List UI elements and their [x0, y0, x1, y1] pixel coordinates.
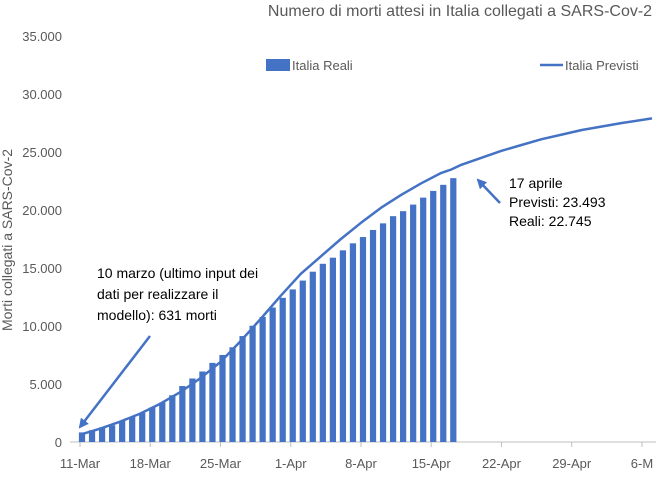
annotation-10-marzo-line-1: 10 marzo (ultimo input dei [97, 265, 258, 281]
y-tick-label: 25.000 [22, 145, 62, 160]
bar [269, 307, 276, 442]
y-axis-ticks: 0 5.000 10.000 15.000 20.000 25.000 30.000 35.0… [22, 29, 62, 450]
bar [239, 336, 246, 442]
x-axis-ticks: 11-Mar 18-Mar 25-Mar 1-Apr 8-Apr 15-Apr 22-Apr… [60, 442, 653, 471]
bar [410, 204, 417, 442]
y-tick-label: 5.000 [29, 377, 62, 392]
bar [129, 416, 136, 442]
x-tick-label: 6-M [631, 456, 653, 471]
bar [149, 407, 156, 442]
annotation-arrow-10-marzo [78, 335, 151, 429]
annotation-10-marzo: 10 marzo (ultimo input dei dati per real… [97, 265, 262, 323]
legend-swatch-bars [266, 59, 290, 71]
bar [420, 197, 427, 442]
y-tick-label: 20.000 [22, 203, 62, 218]
bar [189, 378, 196, 442]
bar [259, 316, 266, 442]
annotation-17-aprile-line-3: Reali: 22.745 [509, 213, 592, 229]
bar [179, 386, 186, 442]
legend-label-reali: Italia Reali [292, 58, 353, 73]
bar [78, 432, 86, 442]
bar [369, 229, 377, 442]
line-series-italia-previsti [79, 117, 653, 436]
bar [359, 237, 367, 442]
bar [389, 216, 397, 442]
y-tick-label: 30.000 [22, 87, 62, 102]
bar [139, 412, 146, 442]
bar [329, 257, 336, 442]
bar [229, 347, 236, 442]
bar [199, 371, 206, 442]
chart-title: Numero di morti attesi in Italia collega… [268, 3, 652, 20]
bar [108, 425, 116, 442]
bar [349, 243, 357, 442]
x-tick-label: 8-Apr [345, 456, 377, 471]
annotation-arrow-17-aprile [476, 178, 501, 204]
x-tick-label: 25-Mar [200, 456, 242, 471]
bar [209, 362, 216, 442]
bar [88, 430, 96, 442]
annotation-17-aprile-line-1: 17 aprile [509, 175, 563, 191]
y-tick-label: 15.000 [22, 261, 62, 276]
y-axis-label: Morti collegati a SARS-Cov-2 [0, 149, 15, 331]
x-tick-label: 22-Apr [482, 456, 522, 471]
x-tick-label: 1-Apr [275, 456, 307, 471]
bar [219, 354, 226, 442]
bar [400, 211, 407, 442]
bar [249, 325, 256, 442]
bar [450, 178, 457, 442]
y-tick-label: 10.000 [22, 319, 62, 334]
bar [279, 297, 286, 442]
bar [339, 250, 347, 442]
x-tick-label: 18-Mar [130, 456, 172, 471]
bar [319, 263, 326, 442]
bar [159, 402, 166, 442]
bar [289, 289, 296, 442]
x-tick-label: 11-Mar [60, 456, 101, 471]
bar-series-italia-reali [78, 178, 457, 442]
annotation-10-marzo-line-3: modello): 631 morti [97, 307, 217, 323]
bar [379, 223, 387, 442]
bar [430, 190, 437, 442]
bar [169, 395, 176, 442]
annotation-17-aprile-line-2: Previsti: 23.493 [509, 194, 606, 210]
y-tick-label: 0 [55, 435, 62, 450]
bar [119, 421, 126, 442]
legend: Italia Reali Italia Previsti [266, 58, 639, 73]
bar [299, 280, 306, 442]
y-tick-label: 35.000 [22, 29, 62, 44]
annotation-10-marzo-line-2: dati per realizzare il [97, 286, 218, 302]
bar [309, 271, 316, 442]
bar [98, 427, 106, 442]
x-tick-label: 15-Apr [412, 456, 452, 471]
legend-label-previsti: Italia Previsti [565, 58, 639, 73]
annotation-17-aprile: 17 aprile Previsti: 23.493 Reali: 22.745 [509, 175, 609, 229]
bar [440, 184, 447, 442]
x-tick-label: 29-Apr [552, 456, 592, 471]
